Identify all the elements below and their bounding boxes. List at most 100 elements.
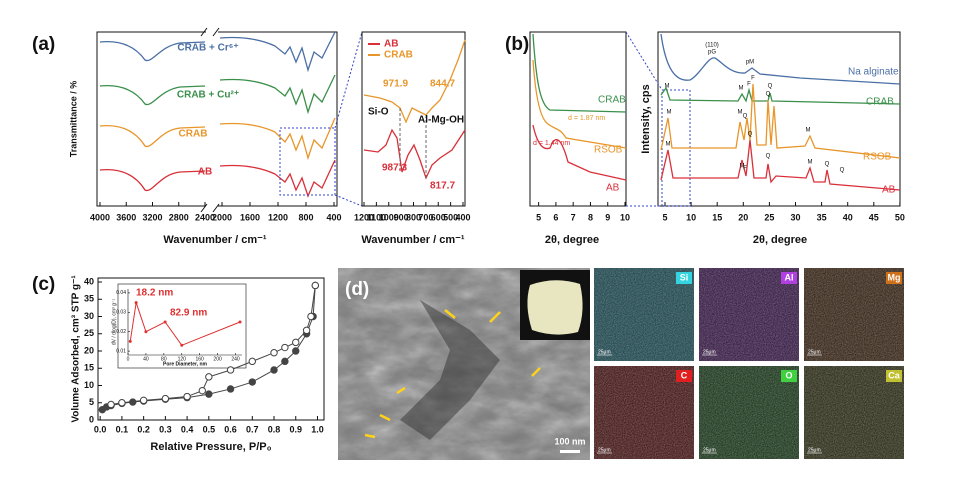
x-tick-label: 40 xyxy=(843,212,853,222)
x-tick-label: 35 xyxy=(817,212,827,222)
x-tick-label: 1600 xyxy=(240,212,260,222)
series-label: CRAB xyxy=(598,95,626,106)
point xyxy=(198,386,207,395)
point xyxy=(307,312,315,321)
peak-label: Q xyxy=(768,84,773,90)
x-tick-label: 7 xyxy=(571,212,576,222)
x-tick-label: 15 xyxy=(712,212,722,222)
point xyxy=(205,390,213,398)
annotation: 971.9 xyxy=(383,79,408,90)
element-tag xyxy=(676,370,692,382)
peak-label: Q xyxy=(766,154,771,160)
scale-bar-label: 100 nm xyxy=(554,436,585,446)
series-label: CRAB + Cu²⁺ xyxy=(177,90,239,101)
x-tick-label: 0.6 xyxy=(224,424,237,434)
peak-label: pG xyxy=(708,50,716,56)
element-label: Mg xyxy=(888,272,901,282)
y-tick-label: 0.03 xyxy=(116,310,126,316)
series-label: RSOB xyxy=(863,152,892,163)
x-tick-label: 400 xyxy=(326,212,341,222)
x-axis-label: Wavenumber / cm⁻¹ xyxy=(163,234,267,246)
x-tick-label: 30 xyxy=(790,212,800,222)
x-tick-label: 0.7 xyxy=(246,424,259,434)
peak-label: M xyxy=(666,142,671,148)
annotation: 844.7 xyxy=(430,79,455,90)
xrd-right-curves xyxy=(660,33,901,191)
x-tick-label: 45 xyxy=(869,212,879,222)
annotation: d = 1.87 nm xyxy=(568,115,605,122)
y-tick-label: 0.04 xyxy=(116,290,126,296)
peak-label: M xyxy=(665,84,670,90)
element-tag xyxy=(781,370,797,382)
point xyxy=(270,366,278,374)
x-axis-label: Pore Diameter, nm xyxy=(163,361,207,367)
x-axis-label: Relative Pressure, P/P₀ xyxy=(150,441,271,453)
peak-label: M xyxy=(738,110,743,116)
legend-swatches xyxy=(368,44,380,55)
y-axis-label: Volume Adsorbed, cm³ STP g⁻¹ xyxy=(71,275,82,423)
point xyxy=(128,339,132,343)
zoom-lines xyxy=(625,31,663,207)
annotation: 817.7 xyxy=(430,181,455,192)
series-label: CRAB xyxy=(179,129,208,140)
axis-break xyxy=(206,28,218,210)
frame xyxy=(97,277,325,421)
x-tick-label: 10 xyxy=(620,212,630,222)
element-tag xyxy=(781,272,797,284)
x-tick-label: 2400 xyxy=(195,212,215,222)
element-tag xyxy=(886,272,902,284)
y-tick-label: 20 xyxy=(84,345,94,355)
point xyxy=(107,400,115,409)
zoom-lines xyxy=(334,31,363,207)
x-tick-label: 900 xyxy=(394,212,409,222)
point xyxy=(238,320,242,324)
x-tick-label: 800 xyxy=(406,212,421,222)
series-label: RSOB xyxy=(594,145,623,156)
x-tick-label: 50 xyxy=(895,212,905,222)
x-tick-label: 9 xyxy=(605,212,610,222)
x-axis-label: Wavenumber / cm⁻¹ xyxy=(361,234,465,246)
element-label: Si xyxy=(680,272,689,282)
xrd-left-curves xyxy=(532,33,627,181)
x-tick-label: 0.2 xyxy=(137,424,150,434)
annotation: Si-O xyxy=(368,107,389,118)
peak-label: M xyxy=(667,110,672,116)
map-scale-label: 25μm xyxy=(703,349,716,355)
peak-label: Q xyxy=(743,114,748,120)
series-label: AB xyxy=(882,185,896,196)
y-axis-label: Intensity, cps xyxy=(640,84,652,153)
x-tick-label: 5 xyxy=(662,212,667,222)
x-tick-label: 6 xyxy=(553,212,558,222)
y-tick-label: 35 xyxy=(84,294,94,304)
point xyxy=(161,394,170,403)
x-tick-label: 0 xyxy=(127,356,130,362)
zoom-curves xyxy=(363,39,466,180)
x-tick-label: 80 xyxy=(161,356,167,362)
point xyxy=(311,281,320,290)
y-tick-label: 40 xyxy=(84,276,94,286)
peak-label: F xyxy=(751,76,755,82)
element-tag xyxy=(886,370,902,382)
map-scale-label: 25μm xyxy=(808,349,821,355)
peak-label: Q xyxy=(825,162,830,168)
map-scale-label: 25μm xyxy=(598,349,611,355)
series-label: Na alginate xyxy=(848,67,899,78)
eds-maps xyxy=(594,268,904,459)
point xyxy=(205,373,213,381)
map-scale-label: 25μm xyxy=(808,447,821,453)
point xyxy=(180,343,184,347)
zoom-box xyxy=(279,127,336,196)
x-tick-label: 0.8 xyxy=(268,424,281,434)
x-axis-label: 2θ, degree xyxy=(545,234,599,246)
x-tick-label: 1100 xyxy=(367,212,387,222)
x-tick-label: 160 xyxy=(196,356,205,362)
point xyxy=(183,392,191,401)
x-tick-label: 3200 xyxy=(142,212,162,222)
x-tick-label: 4000 xyxy=(90,212,110,222)
point xyxy=(134,301,138,305)
annotation: 987.3 xyxy=(382,163,407,174)
x-tick-label: 2000 xyxy=(212,212,232,222)
panel-label: (d) xyxy=(345,279,369,300)
peak-label: M xyxy=(740,164,745,170)
frame xyxy=(657,31,901,207)
